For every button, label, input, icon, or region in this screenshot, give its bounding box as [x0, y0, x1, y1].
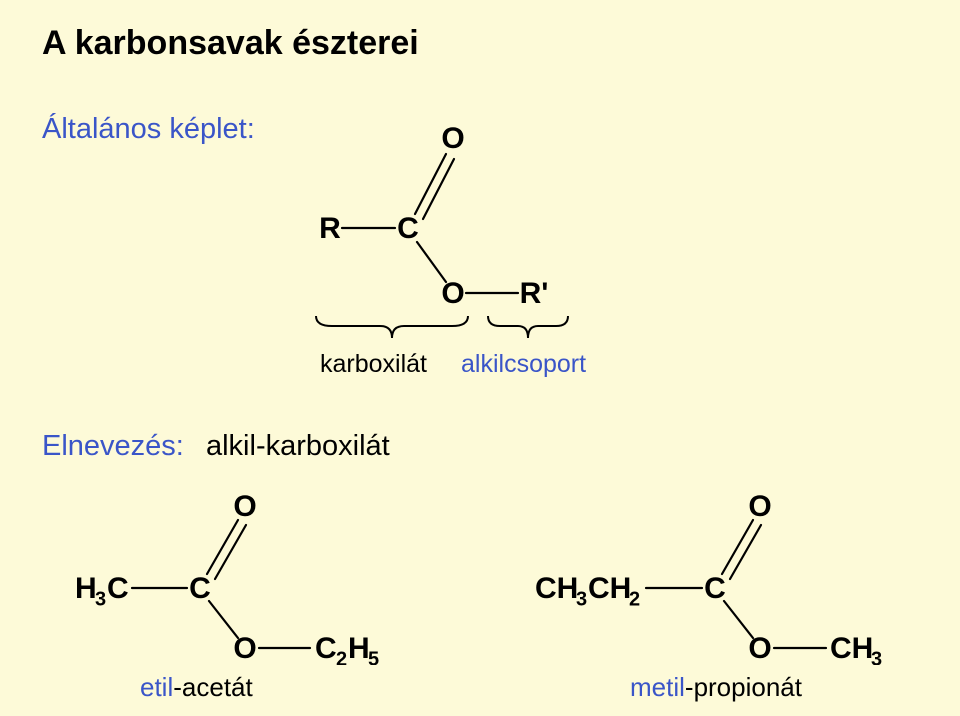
atom-ch-3: CH	[830, 632, 873, 665]
atom-o-top: O	[748, 490, 771, 523]
sub-2: 2	[336, 648, 347, 665]
page-title: A karbonsavak észterei	[42, 24, 419, 63]
atom-o-top: O	[441, 122, 464, 155]
sub-3: 3	[95, 588, 106, 610]
bracket-alkilcsoport: alkilcsoport	[461, 350, 586, 379]
atom-h: H	[75, 572, 97, 605]
caption-methyl-propionate: metil-propionát	[630, 672, 802, 703]
naming-prefix: Elnevezés:	[42, 430, 184, 462]
bracket-karboxilat: karboxilát	[320, 350, 427, 379]
sub-5: 5	[368, 648, 379, 665]
sub-2-a: 2	[629, 588, 640, 610]
naming-line: Elnevezés: alkil-karboxilát	[42, 430, 390, 463]
example-ethyl-acetate: H 3 C C O O C 2 H 5	[70, 490, 390, 665]
atom-c-center: C	[189, 572, 211, 605]
atom-c-right: C	[315, 632, 337, 665]
atom-c-center: C	[704, 572, 726, 605]
caption-left-strong: etil	[140, 672, 173, 702]
atom-h-right: H	[348, 632, 370, 665]
atom-ch-1: CH	[535, 572, 578, 605]
atom-c: C	[397, 212, 419, 245]
atom-r-prime: R'	[520, 277, 549, 310]
atom-r: R	[319, 212, 341, 245]
atom-o-top: O	[233, 490, 256, 523]
example-methyl-propionate: CH 3 CH 2 C O O CH 3	[530, 490, 930, 665]
naming-value: alkil-karboxilát	[206, 430, 390, 462]
general-ester-structure: R C O O R'	[310, 80, 590, 310]
caption-ethyl-acetate: etil-acetát	[140, 672, 253, 703]
general-formula-label: Általános képlet:	[42, 113, 255, 146]
atom-ch-2: CH	[588, 572, 631, 605]
general-formula-label-text: Általános képlet:	[42, 113, 255, 145]
sub-3-a: 3	[576, 588, 587, 610]
sub-3-b: 3	[871, 648, 882, 665]
atom-c-left: C	[107, 572, 129, 605]
caption-right-rest: -propionát	[685, 672, 802, 702]
caption-left-rest: -acetát	[173, 672, 253, 702]
caption-right-strong: metil	[630, 672, 685, 702]
